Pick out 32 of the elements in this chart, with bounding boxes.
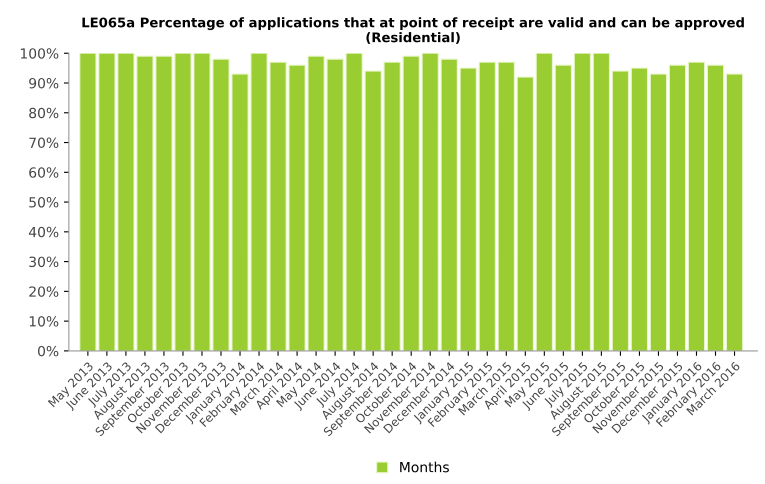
bar <box>136 56 154 351</box>
y-tick-label: 50% <box>29 197 58 208</box>
bar <box>307 56 325 351</box>
bar <box>726 74 744 351</box>
y-tick-label: 80% <box>29 108 58 118</box>
chart-title: LE065a Percentage of applications that at point of receipt are valid and can be approved (Residential) <box>82 17 744 44</box>
y-tick-label: 40% <box>28 226 58 238</box>
y-tick-label: 90% <box>29 78 58 88</box>
legend-label: Months <box>400 462 449 472</box>
y-tick-label: 0% <box>38 346 58 356</box>
bar <box>155 56 173 351</box>
bar <box>231 74 249 351</box>
bar <box>688 62 706 351</box>
bar <box>212 58 230 351</box>
bar <box>630 68 648 351</box>
bar <box>117 53 135 351</box>
bar <box>668 64 686 351</box>
bar <box>174 53 192 351</box>
y-tick-label: 60% <box>29 167 58 178</box>
y-tick-label: 100% <box>20 48 58 59</box>
y-tick-label: 20% <box>29 286 58 297</box>
bar <box>706 64 724 351</box>
bar <box>650 74 668 351</box>
bar <box>592 53 610 351</box>
bar <box>288 64 306 351</box>
bar <box>612 70 630 351</box>
bar <box>269 62 287 351</box>
bar <box>193 53 211 351</box>
y-tick-label: 10% <box>30 316 58 327</box>
bar <box>250 53 268 351</box>
y-tick-label: 70% <box>29 138 58 148</box>
y-tick-label: 30% <box>29 256 58 268</box>
